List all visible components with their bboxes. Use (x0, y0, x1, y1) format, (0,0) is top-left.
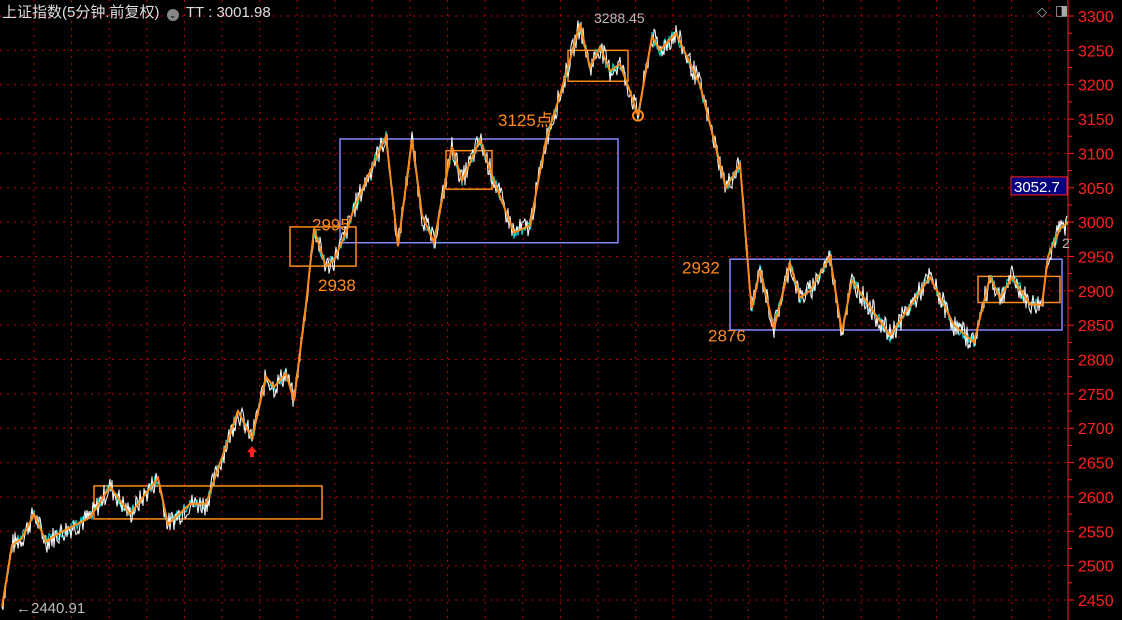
panel-toggle-icon[interactable]: ◨ (1055, 2, 1069, 18)
consolidation-box-blue (339, 138, 619, 244)
price-annotation: 2876 (708, 327, 746, 346)
price-annotation: 3125点 (498, 111, 553, 130)
y-tick-label: 2850 (1078, 318, 1114, 335)
low-price-label: ←2440.91 (16, 600, 85, 617)
y-tick-label: 2650 (1078, 456, 1114, 473)
y-tick-label: 3250 (1078, 43, 1114, 60)
consolidation-box-blue (729, 258, 1063, 331)
current-price-tag (1010, 176, 1068, 196)
up-arrow-icon (247, 446, 257, 458)
y-tick-label: 3300 (1078, 9, 1114, 26)
y-tick-label: 2600 (1078, 490, 1114, 507)
indicator-label: TT (185, 4, 204, 21)
y-tick-label: 3150 (1078, 112, 1114, 129)
price-annotation: 2938 (318, 276, 356, 295)
diamond-icon[interactable]: ◇ (1037, 4, 1047, 19)
zigzag-trend-line (1, 23, 1069, 608)
y-tick-label: 2700 (1078, 421, 1114, 438)
price-annotation: 3288.45 (594, 10, 645, 26)
price-line (1, 20, 1068, 610)
y-tick-label: 3000 (1078, 215, 1114, 232)
y-tick-label: 2800 (1078, 353, 1114, 370)
consolidation-box-orange (977, 275, 1061, 304)
current-price-value: 3052.7 (1014, 179, 1060, 196)
price-annotation: 2995 (312, 215, 350, 234)
consolidation-box-orange (445, 149, 493, 190)
dropdown-icon[interactable]: ⌄ (166, 9, 179, 21)
price-annotation: 2 (1062, 235, 1070, 251)
indicator-value: 3001.98 (216, 4, 271, 21)
consolidation-box-orange (289, 226, 357, 267)
y-tick-label: 2750 (1078, 387, 1114, 404)
y-tick-label: 2450 (1078, 593, 1114, 610)
chart-title-bar: 上证指数(5分钟.前复权) ⌄ TT : 3001.98 (2, 4, 271, 21)
y-tick-label: 3200 (1078, 78, 1114, 95)
y-tick-label: 2950 (1078, 249, 1114, 266)
price-annotation: 2932 (682, 259, 720, 278)
y-tick-label: 2550 (1078, 524, 1114, 541)
turning-point-marker (632, 109, 644, 122)
consolidation-box-orange (93, 485, 323, 520)
y-tick-label: 3050 (1078, 181, 1114, 198)
y-tick-label: 3100 (1078, 146, 1114, 163)
y-tick-label: 2900 (1078, 284, 1114, 301)
chart-title: 上证指数(5分钟.前复权) (2, 4, 160, 21)
y-tick-label: 2500 (1078, 559, 1114, 576)
